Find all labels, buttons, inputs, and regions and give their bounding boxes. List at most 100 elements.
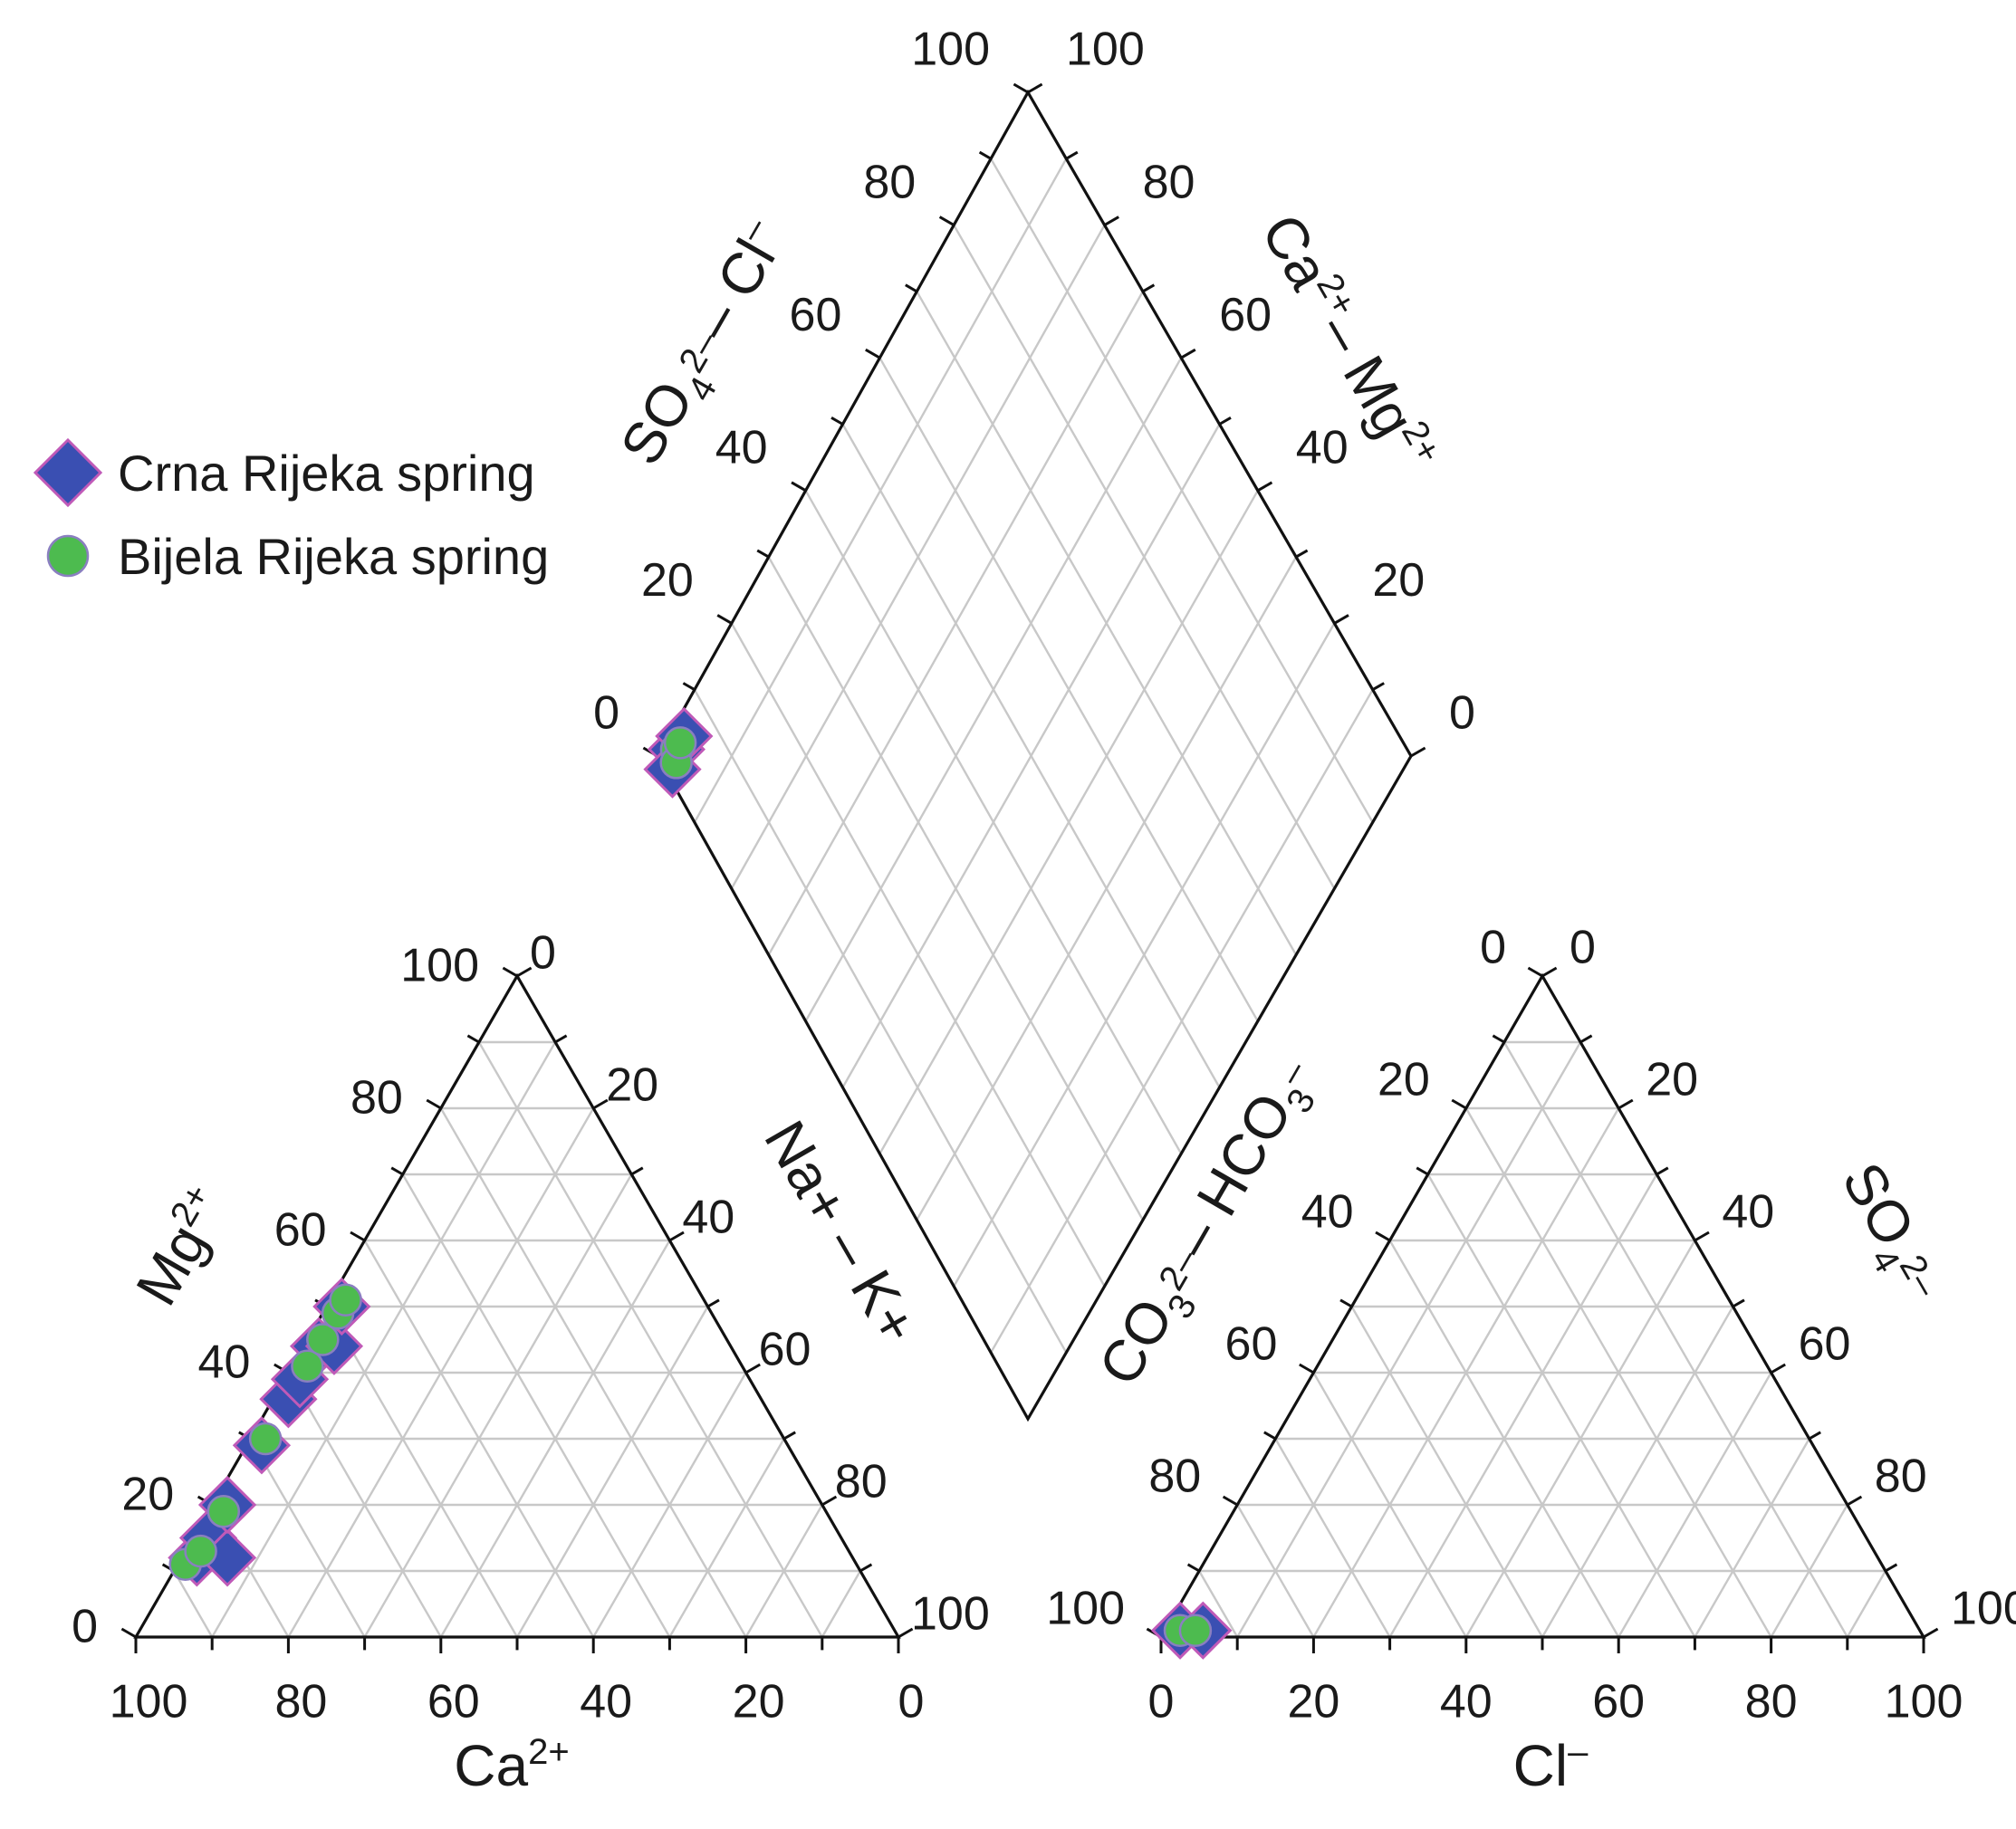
diamond-right-tick-label-1: 20 bbox=[1372, 554, 1425, 607]
anion-right-tick-label-4: 20 bbox=[1646, 1054, 1698, 1106]
bijela-cation-point-7 bbox=[329, 1283, 362, 1317]
diamond-right-tick-label-5: 100 bbox=[1066, 24, 1145, 76]
diamond-left-tick-6 bbox=[865, 348, 881, 359]
diamond-right-tick-2 bbox=[1333, 614, 1349, 625]
diamond-left-tick-7 bbox=[905, 283, 918, 293]
cation-bottom-tick-label-3: 40 bbox=[580, 1676, 632, 1728]
anion-right-tick-1 bbox=[1885, 1563, 1898, 1573]
anion-grid-r-9 bbox=[1198, 1570, 1239, 1638]
anion-bottom-tick-label-0: 0 bbox=[1148, 1676, 1175, 1728]
anion-grid-r-7 bbox=[1274, 1438, 1391, 1638]
bijela-diamond-point-2 bbox=[663, 726, 697, 760]
bijela-cation-point-3 bbox=[248, 1422, 283, 1456]
anion-left-tick-5 bbox=[1339, 1298, 1353, 1308]
cation-grid-r-3 bbox=[401, 1173, 671, 1638]
cation-left-tick-9 bbox=[466, 1034, 480, 1044]
cation-left-tick-6 bbox=[350, 1231, 366, 1242]
point-layer bbox=[168, 706, 1233, 1660]
bijela-cation-point-4 bbox=[291, 1349, 324, 1383]
anion-left-tick-label-1: 80 bbox=[1148, 1451, 1201, 1503]
so4-axis-title: SO42– bbox=[1821, 1152, 1959, 1315]
cation-grid-r-9 bbox=[173, 1570, 214, 1638]
cation-right-tick-label-5: 0 bbox=[530, 927, 556, 980]
legend: Crna Rijeka spring Bijela Rijeka spring bbox=[33, 437, 549, 585]
cation-left-tick-10 bbox=[502, 966, 518, 978]
diamond-right-tick-1 bbox=[1371, 682, 1385, 691]
diamond-grid-a-7 bbox=[767, 291, 1144, 956]
diamond-left-tick-label-4: 80 bbox=[863, 156, 916, 208]
anion-left-tick-1 bbox=[1186, 1563, 1200, 1573]
na-k-axis-title: Na+ – K+ bbox=[752, 1110, 931, 1355]
anion-grid-l-6 bbox=[1618, 1372, 1772, 1638]
diamond-grid-b-9 bbox=[990, 158, 1374, 823]
anion-right-tick-7 bbox=[1656, 1166, 1669, 1176]
diamond-grid-b-5 bbox=[841, 423, 1221, 1088]
diamond-left-tick-5 bbox=[830, 417, 844, 426]
cation-left-tick-label-3: 60 bbox=[274, 1204, 327, 1257]
diamond-right-tick-label-3: 60 bbox=[1219, 289, 1272, 341]
anion-left-tick-7 bbox=[1416, 1166, 1429, 1176]
legend-circle-marker bbox=[46, 534, 90, 578]
diamond-left-tick-label-2: 40 bbox=[715, 422, 768, 474]
cation-right-tick-3 bbox=[782, 1431, 796, 1441]
diamond-right-tick-4 bbox=[1257, 481, 1273, 493]
anion-bottom-tick-label-3: 60 bbox=[1592, 1676, 1645, 1728]
anion-grid-r-6 bbox=[1312, 1372, 1467, 1638]
bijela-cation-point-2 bbox=[206, 1495, 241, 1528]
anion-grid-l-1 bbox=[1236, 1041, 1582, 1638]
diamond-left-tick-label-3: 60 bbox=[790, 289, 842, 341]
legend-diamond-marker bbox=[33, 437, 103, 508]
cation-right-tick-2 bbox=[821, 1495, 838, 1507]
anion-left-tick-label-5: 0 bbox=[1480, 922, 1506, 974]
cation-left-tick-label-5: 100 bbox=[400, 940, 479, 992]
diamond-right-tick-6 bbox=[1180, 348, 1196, 359]
cation-grid-l-5 bbox=[515, 1306, 709, 1638]
anion-right-tick-3 bbox=[1808, 1431, 1821, 1441]
anion-left-tick-label-3: 40 bbox=[1301, 1186, 1354, 1239]
anion-right-tick-2 bbox=[1847, 1495, 1863, 1507]
anion-left-tick-label-4: 20 bbox=[1378, 1054, 1430, 1106]
cation-grid-l-1 bbox=[211, 1041, 557, 1638]
anion-grid-r-1 bbox=[1502, 1041, 1848, 1638]
diamond-left-tick-4 bbox=[791, 481, 807, 493]
diamond-grid-a-6 bbox=[804, 357, 1183, 1022]
anion-right-tick-label-5: 0 bbox=[1570, 922, 1596, 974]
mg-axis-title: Mg2+ bbox=[122, 1177, 240, 1316]
cation-right-tick-label-4: 20 bbox=[606, 1059, 658, 1112]
cation-right-tick-label-2: 60 bbox=[759, 1324, 811, 1376]
cation-right-tick-4 bbox=[744, 1363, 761, 1374]
cation-left-tick-0 bbox=[120, 1627, 137, 1639]
anion-grid-l-5 bbox=[1541, 1306, 1734, 1638]
anion-left-tick-2 bbox=[1222, 1495, 1238, 1507]
diamond-left-tick-1 bbox=[682, 682, 696, 691]
anion-grid-r-8 bbox=[1236, 1504, 1315, 1638]
diamond-right-tick-8 bbox=[1103, 215, 1119, 226]
anion-bottom-tick-label-1: 20 bbox=[1287, 1676, 1339, 1728]
diamond-right-tick-label-4: 80 bbox=[1143, 156, 1195, 208]
anion-grid-l-7 bbox=[1694, 1438, 1810, 1638]
anion-left-tick-8 bbox=[1451, 1098, 1467, 1110]
cation-grid-r-7 bbox=[249, 1438, 366, 1638]
co3-hco3-axis-title: CO32–– HCO3– bbox=[1086, 1047, 1334, 1401]
diamond-right-tick-7 bbox=[1142, 283, 1156, 293]
cation-right-tick-7 bbox=[630, 1166, 644, 1176]
anion-bottom-tick-label-2: 40 bbox=[1440, 1676, 1493, 1728]
cation-right-tick-0 bbox=[898, 1627, 914, 1639]
cation-left-tick-label-0: 0 bbox=[72, 1601, 98, 1653]
cation-bottom-tick-label-4: 20 bbox=[733, 1676, 785, 1728]
anion-grid-l-9 bbox=[1846, 1570, 1886, 1638]
cation-grid-r-1 bbox=[477, 1041, 823, 1638]
diamond-left-tick-label-0: 0 bbox=[593, 687, 619, 740]
cation-bottom-tick-label-2: 60 bbox=[427, 1676, 480, 1728]
anion-right-tick-8 bbox=[1618, 1098, 1634, 1110]
anion-bottom-tick-label-4: 80 bbox=[1745, 1676, 1798, 1728]
legend-label-0: Crna Rijeka spring bbox=[118, 445, 535, 502]
cation-grid-l-8 bbox=[744, 1504, 823, 1638]
diamond-right-tick-3 bbox=[1295, 549, 1309, 559]
cation-left-tick-label-1: 20 bbox=[121, 1469, 174, 1521]
so4-cl-axis-title: SO42–– Cl– bbox=[607, 210, 807, 480]
anion-right-tick-label-1: 80 bbox=[1875, 1451, 1927, 1503]
anion-right-tick-10 bbox=[1541, 966, 1558, 978]
anion-left-tick-9 bbox=[1492, 1034, 1505, 1044]
